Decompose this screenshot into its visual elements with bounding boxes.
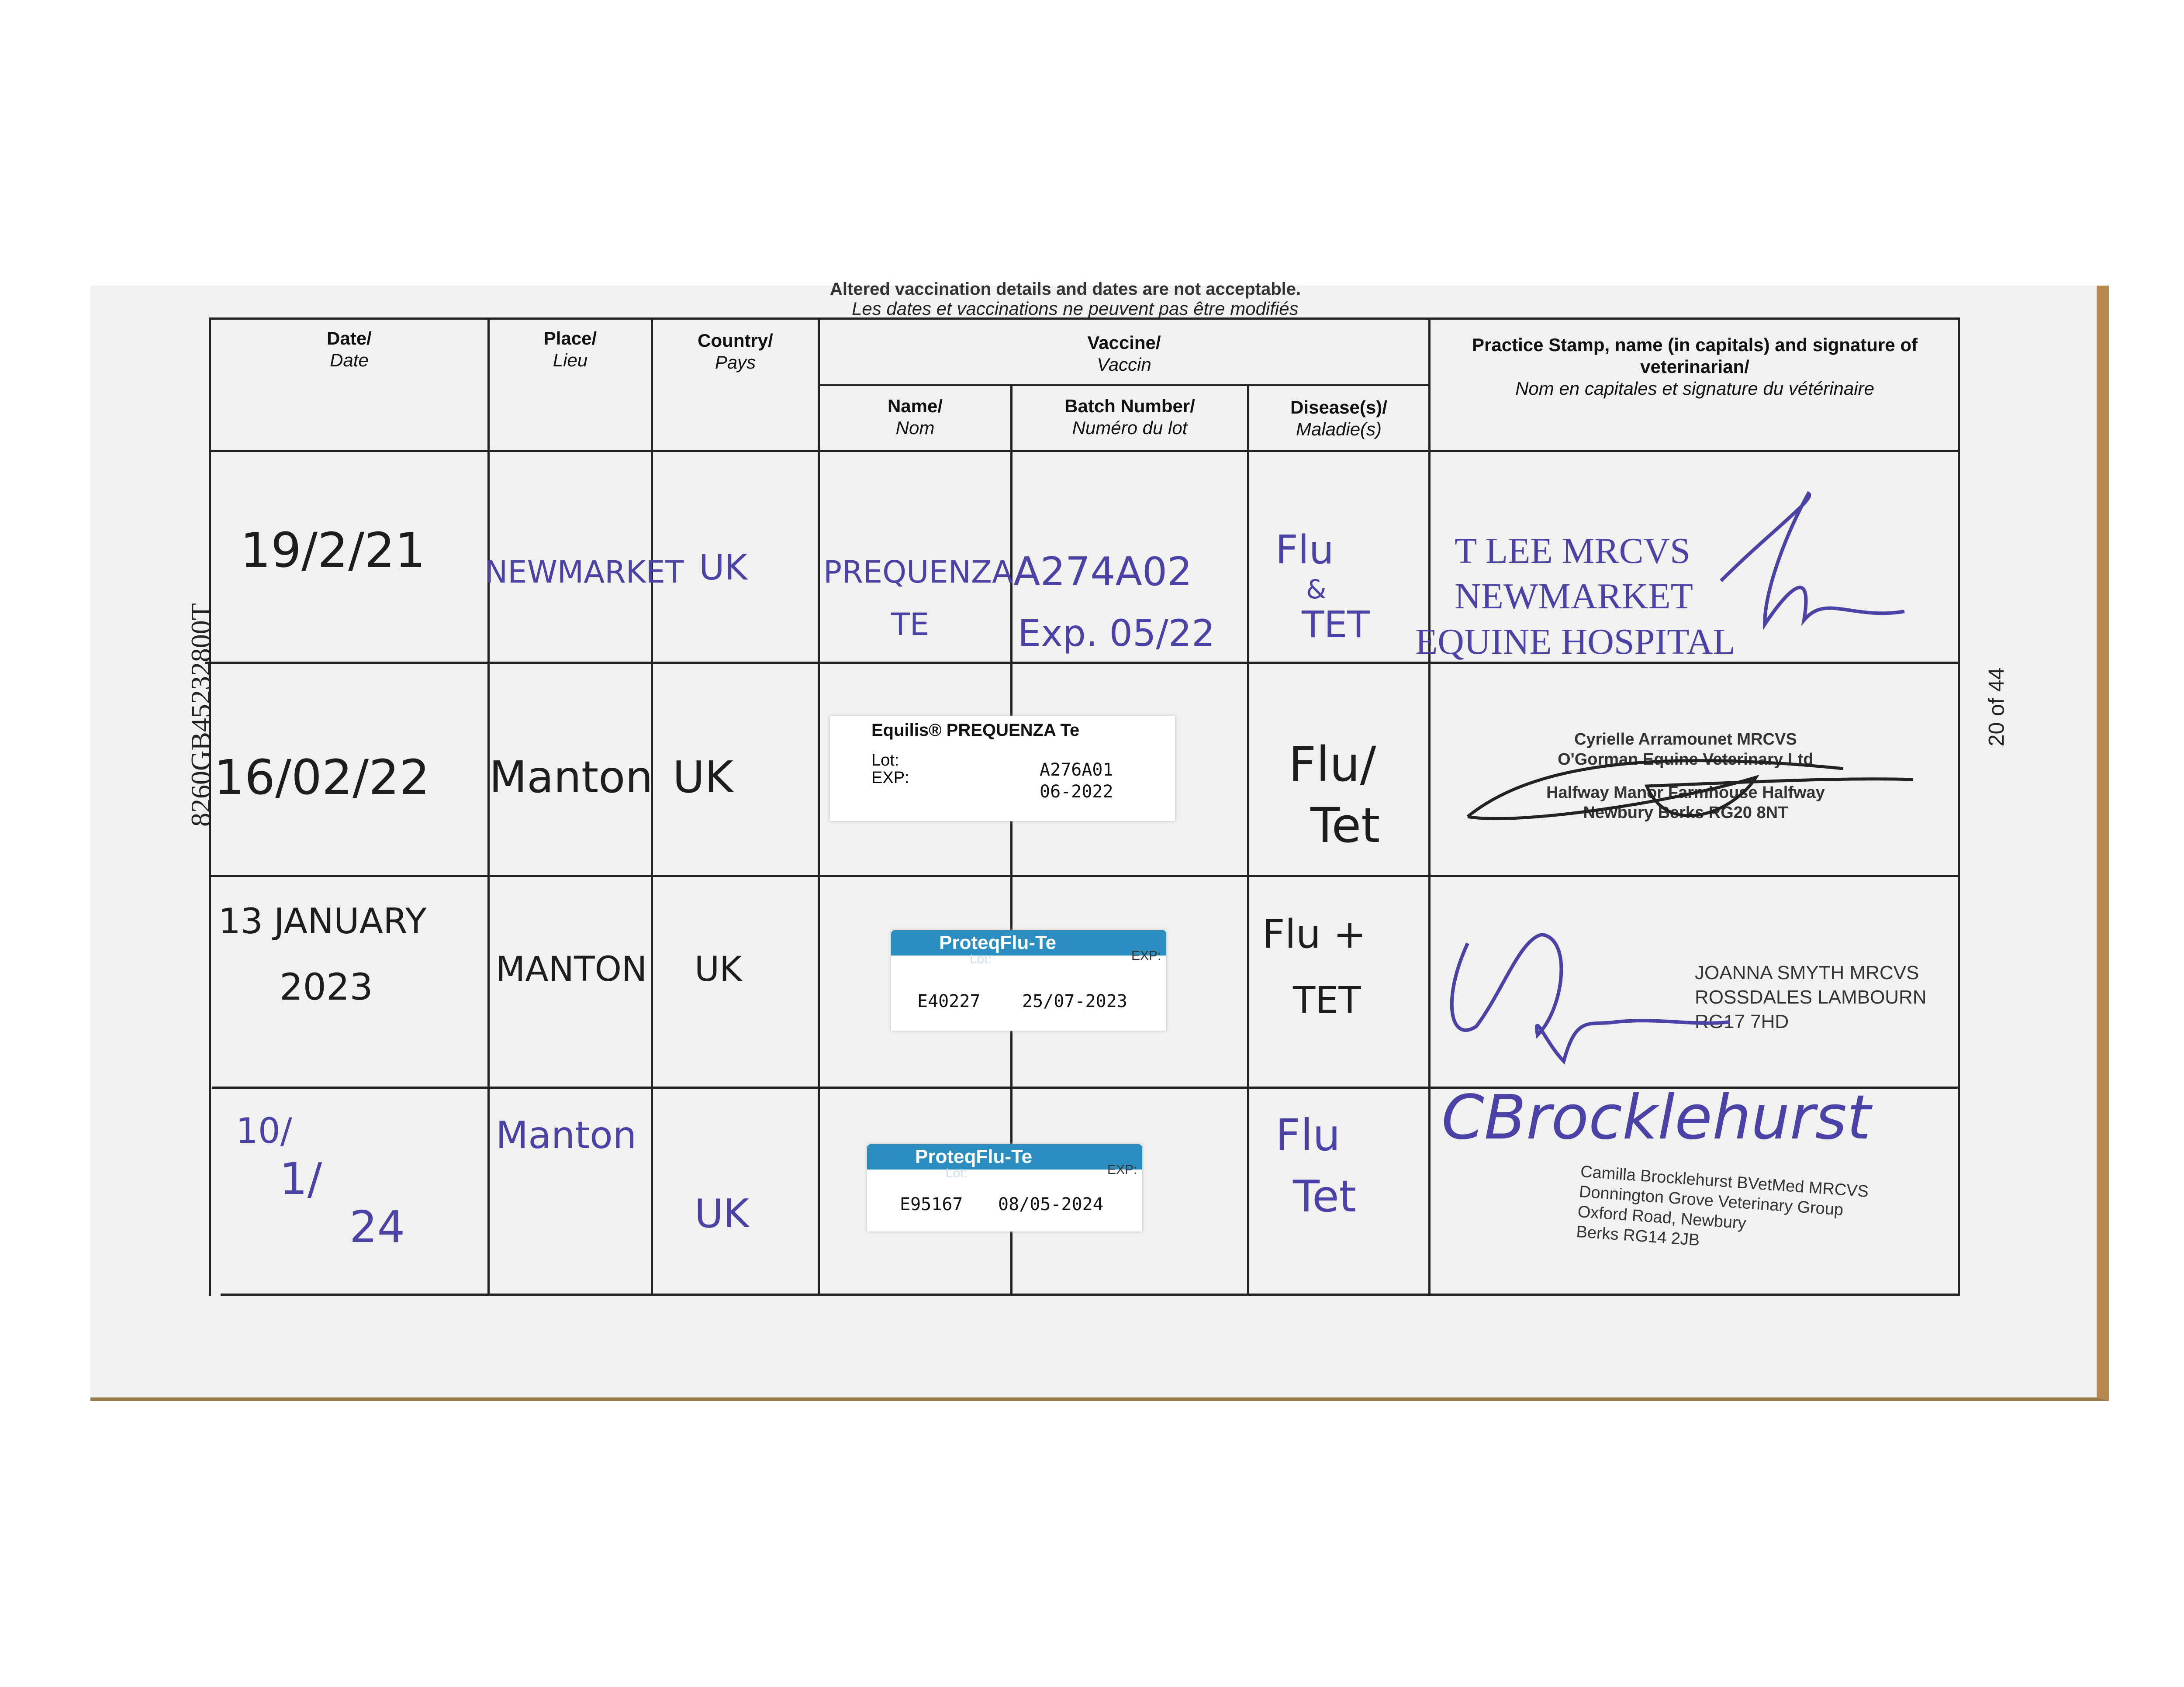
- disease-1: Flu +: [1262, 911, 1366, 957]
- header-batch: Batch Number/Numéro du lot: [1064, 396, 1195, 438]
- place-cell: Manton: [489, 752, 653, 803]
- header-name: Name/Nom: [887, 396, 943, 438]
- date-cell: 19/2/21: [240, 522, 426, 578]
- expiry-date: 25/07-2023: [1022, 991, 1127, 1011]
- vaccine-sticker: ProteqFlu-Te Lot: EXP: E95167 08/05-2024: [867, 1144, 1142, 1232]
- expiry-date: 06-2022: [1040, 782, 1113, 802]
- passport-id: 8260GB45232800T: [185, 603, 216, 827]
- notice-fr: Les dates et vaccinations ne peuvent pas…: [852, 298, 1299, 319]
- date-cell: 16/02/22: [214, 749, 430, 805]
- signature: [1466, 759, 1914, 820]
- disease-2: &: [1306, 574, 1327, 605]
- signature: [1720, 491, 1905, 631]
- page-number: 20 of 44: [1984, 667, 2009, 747]
- lot-number: E95167: [900, 1194, 963, 1214]
- header-date: Date/Date: [327, 328, 372, 370]
- proteq-label: ProteqFlu-Te: [867, 1144, 1142, 1170]
- disease-2: Tet: [1293, 1171, 1356, 1222]
- disease-1: Flu: [1275, 527, 1334, 573]
- vet-stamp: JOANNA SMYTH MRCVS ROSSDALES LAMBOURN RG…: [1695, 962, 1927, 1032]
- disease-3: TET: [1302, 603, 1370, 646]
- disease-1: Flu/: [1289, 736, 1376, 792]
- date-cell-year: 24: [349, 1201, 405, 1252]
- country-cell: UK: [673, 752, 733, 803]
- vet-stamp: T LEE MRCVS NEWMARKET EQUINE HOSPITAL: [1415, 531, 1735, 662]
- country-cell: UK: [695, 950, 742, 989]
- date-cell: 13 JANUARY: [218, 901, 427, 942]
- lot-number: E40227: [917, 991, 981, 1011]
- vaccine-sticker: ProteqFlu-Te Lot: EXP: E40227 25/07-2023: [891, 930, 1166, 1031]
- signature: [1450, 932, 1730, 1065]
- place-cell: MANTON: [496, 950, 647, 989]
- header-disease: Disease(s)/Maladie(s): [1290, 397, 1387, 439]
- place-cell: Manton: [496, 1114, 637, 1157]
- notice-en: Altered vaccination details and dates ar…: [830, 279, 1301, 299]
- disease-1: Flu: [1275, 1110, 1341, 1161]
- proteq-label: ProteqFlu-Te: [891, 930, 1166, 956]
- vaccine-name-2: TE: [891, 607, 929, 642]
- lot-number: A276A01: [1040, 760, 1113, 780]
- country-cell: UK: [699, 547, 748, 588]
- batch-expiry: Exp. 05/22: [1018, 612, 1215, 655]
- signature: CBrocklehurst: [1441, 1082, 1871, 1153]
- header-place: Place/Lieu: [543, 328, 597, 370]
- date-cell-month: 1/: [280, 1153, 322, 1204]
- vaccine-sticker: Equilis® PREQUENZA Te Lot: EXP: A276A01 …: [830, 716, 1175, 821]
- date-cell: 10/: [236, 1111, 292, 1151]
- header-country: Country/Pays: [698, 330, 773, 373]
- country-cell: UK: [695, 1191, 749, 1237]
- expiry-date: 08/05-2024: [998, 1194, 1103, 1214]
- vaccine-name: PREQUENZA: [823, 554, 1013, 590]
- disease-2: TET: [1293, 979, 1361, 1021]
- date-cell-year: 2023: [280, 966, 373, 1008]
- header-vaccine: Vaccine/Vaccin: [1087, 332, 1161, 375]
- batch-number: A274A02: [1013, 549, 1192, 595]
- disease-2: Tet: [1310, 797, 1380, 853]
- place-cell: NEWMARKET: [485, 554, 684, 590]
- header-stamp: Practice Stamp, name (in capitals) and s…: [1472, 335, 1918, 399]
